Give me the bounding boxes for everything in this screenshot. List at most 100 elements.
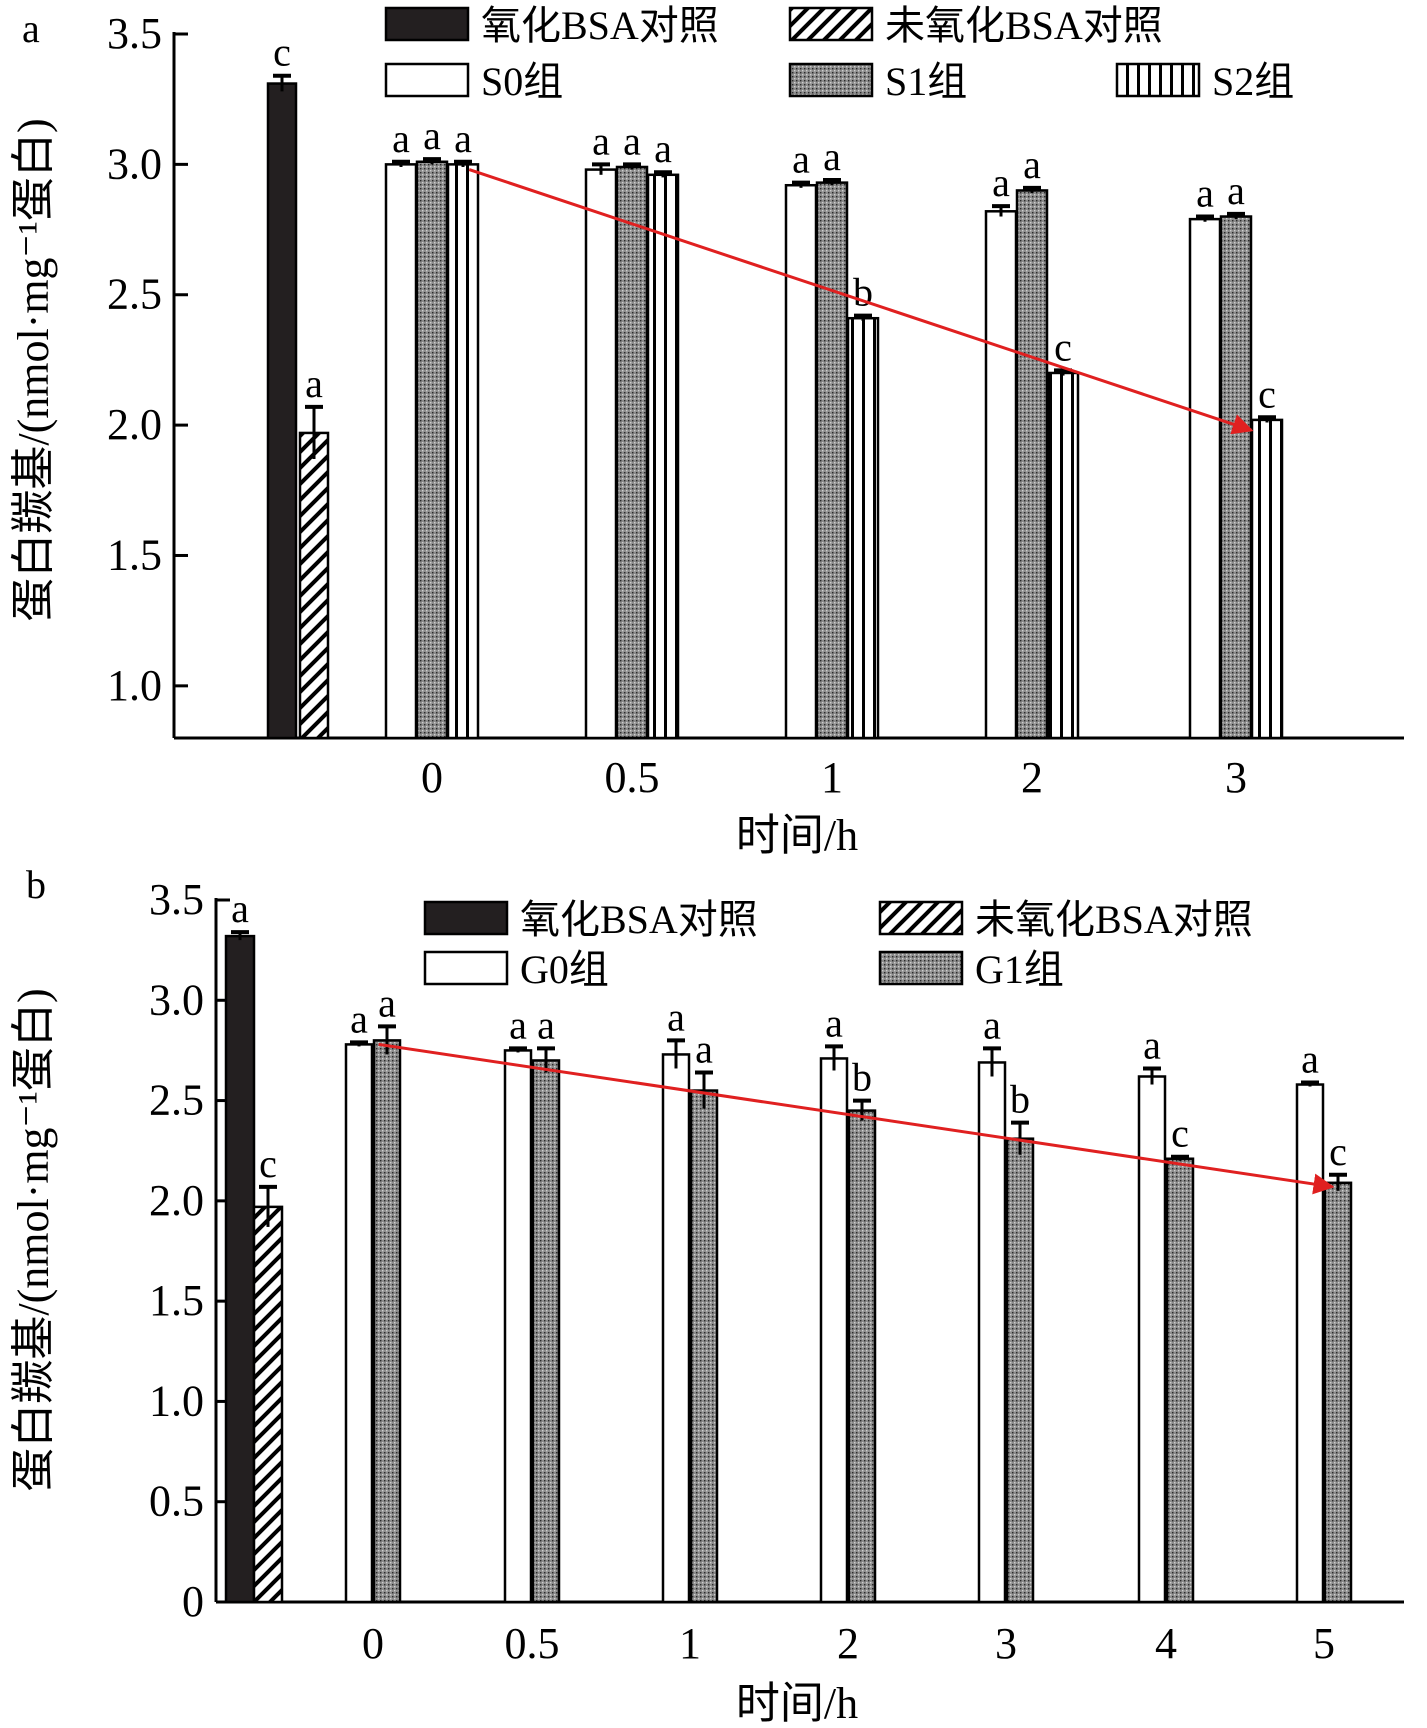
panel-a: a 蛋白羰基/(nmol·mg⁻¹蛋白) 时间/h 1.0 1.5 2.0 2.5 3.…: [9, 3, 1404, 860]
bar: [689, 1089, 719, 1604]
bar: [531, 1059, 561, 1604]
control-bar: [266, 82, 298, 740]
panel-label: a: [22, 6, 40, 51]
x-axis-title: 时间/h: [736, 1679, 858, 1728]
significance-label: a: [392, 116, 410, 161]
legend-swatch: [423, 950, 509, 986]
bar: [1137, 1075, 1167, 1604]
bar: [1005, 1137, 1035, 1604]
bar: [384, 163, 418, 740]
bar: [1295, 1083, 1325, 1604]
panel-b: b 蛋白羰基/(nmol·mg⁻¹蛋白) 时间/h 0 0.5 1.0 1.5 2.0 2…: [9, 862, 1404, 1728]
y-tick-label: 3.5: [107, 9, 162, 58]
bar: [344, 1043, 374, 1604]
bar: [415, 160, 449, 740]
significance-label: a: [454, 116, 472, 161]
legend-label: G0组: [520, 947, 609, 992]
y-tick-label: 0: [182, 1577, 204, 1626]
bar: [984, 210, 1018, 740]
bar: [503, 1049, 533, 1604]
y-tick-label: 1.5: [107, 530, 162, 579]
significance-label: a: [592, 118, 610, 163]
x-tick-label: 0: [362, 1619, 384, 1668]
legend-label: S2组: [1212, 59, 1294, 104]
significance-label: a: [992, 160, 1010, 205]
x-tick-label: 2: [1021, 753, 1043, 802]
x-tick-label: 0.5: [505, 1619, 560, 1668]
significance-label: a: [695, 1026, 713, 1071]
significance-label: c: [1258, 371, 1276, 416]
significance-label: c: [1171, 1111, 1189, 1156]
significance-label: b: [852, 1055, 872, 1100]
legend-label: S0组: [481, 59, 563, 104]
significance-label: a: [983, 1002, 1001, 1047]
x-tick-label: 1: [679, 1619, 701, 1668]
legend-swatch: [1115, 62, 1201, 98]
significance-label: a: [537, 1002, 555, 1047]
significance-label: a: [823, 134, 841, 179]
y-axis-title: 蛋白羰基/(nmol·mg⁻¹蛋白): [9, 118, 58, 621]
panel-label: b: [26, 862, 46, 907]
significance-label: c: [273, 30, 291, 75]
x-tick-label: 1: [821, 753, 843, 802]
bar: [1188, 217, 1222, 740]
x-tick-label: 3: [1225, 753, 1247, 802]
trend-arrow: [468, 168, 1254, 435]
legend-swatch: [878, 950, 964, 986]
y-tick-label: 0.5: [149, 1477, 204, 1526]
significance-label: a: [825, 1000, 843, 1045]
legend-swatch: [384, 6, 470, 42]
legend: 氧化BSA对照 未氧化BSA对照 S0组 S1组 S2组: [384, 3, 1294, 104]
significance-label: a: [792, 137, 810, 182]
significance-label: b: [1010, 1077, 1030, 1122]
significance-label: a: [667, 994, 685, 1039]
y-tick-label: 3.0: [149, 975, 204, 1024]
y-tick-label: 2.5: [149, 1076, 204, 1125]
bar: [819, 1057, 849, 1604]
y-tick-label: 3.5: [149, 875, 204, 924]
y-tick-label: 2.0: [107, 400, 162, 449]
bar: [815, 181, 849, 740]
legend-label: 未氧化BSA对照: [885, 3, 1163, 48]
trend-arrow: [378, 1042, 1335, 1195]
legend-swatch: [384, 62, 470, 98]
control-bar: [298, 431, 330, 740]
control-bar: [252, 1205, 284, 1604]
significance-label: a: [1301, 1037, 1319, 1082]
significance-label: a: [423, 113, 441, 158]
bar: [1015, 189, 1049, 740]
bar: [1219, 215, 1253, 740]
significance-label: a: [1196, 171, 1214, 216]
bar: [1046, 371, 1080, 740]
significance-label: a: [1227, 168, 1245, 213]
legend-label: 未氧化BSA对照: [975, 897, 1253, 942]
bar: [977, 1061, 1007, 1604]
significance-label: b: [853, 270, 873, 315]
y-tick-label: 2.0: [149, 1176, 204, 1225]
significance-label: a: [1143, 1022, 1161, 1067]
significance-label: a: [305, 361, 323, 406]
y-tick-label: 2.5: [107, 270, 162, 319]
significance-label: a: [623, 118, 641, 163]
bar: [584, 168, 618, 740]
legend-swatch: [878, 900, 964, 936]
significance-label: a: [654, 126, 672, 171]
legend-swatch: [788, 62, 874, 98]
significance-label: a: [350, 996, 368, 1041]
legend-swatch: [788, 6, 874, 42]
significance-label: a: [1023, 142, 1041, 187]
legend: 氧化BSA对照 未氧化BSA对照 G0组 G1组: [423, 897, 1253, 992]
bar: [372, 1039, 402, 1604]
bar: [1165, 1157, 1195, 1604]
significance-label: a: [231, 886, 249, 931]
x-axis-title: 时间/h: [736, 811, 858, 860]
significance-label: a: [509, 1002, 527, 1047]
control-bar: [224, 934, 256, 1604]
x-tick-label: 2: [837, 1619, 859, 1668]
legend-swatch: [423, 900, 509, 936]
legend-label: S1组: [885, 59, 967, 104]
significance-label: c: [259, 1141, 277, 1186]
bar: [615, 165, 649, 740]
significance-label: a: [378, 980, 396, 1025]
